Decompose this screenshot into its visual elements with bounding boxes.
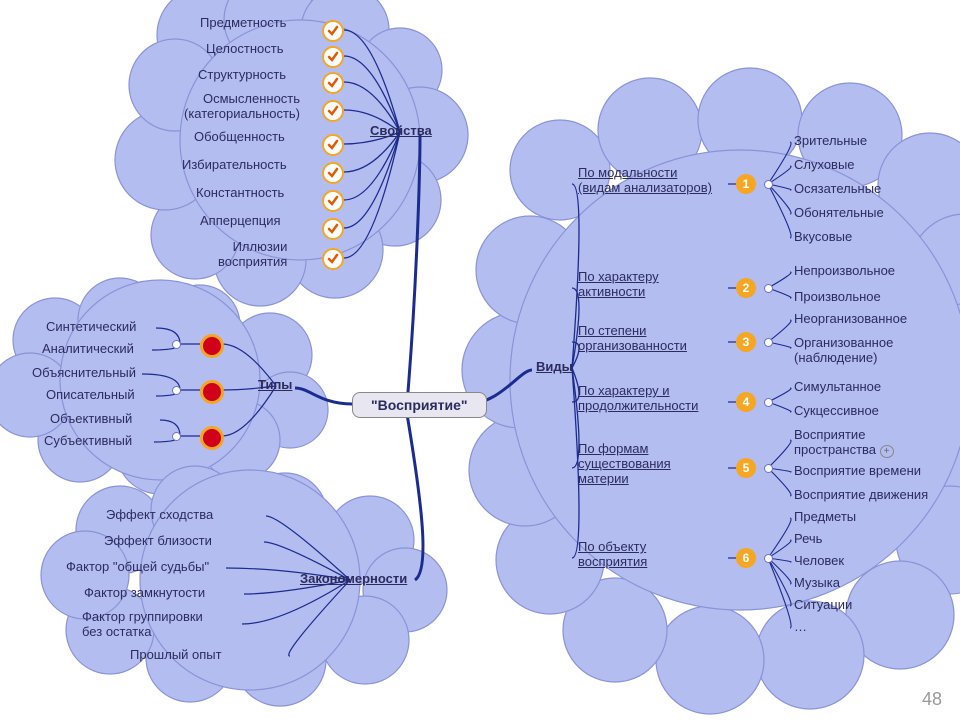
check-icon bbox=[322, 218, 344, 240]
branch-title-kinds: Виды bbox=[536, 360, 573, 375]
kind-leaf: Музыка bbox=[794, 576, 840, 591]
kind-leaf: Сукцессивное bbox=[794, 404, 879, 419]
kind-group-title: По характеруактивности bbox=[578, 270, 659, 300]
join-node bbox=[172, 432, 181, 441]
kind-leaf: Предметы bbox=[794, 510, 856, 525]
law-item: Фактор группировкибез остатка bbox=[82, 610, 203, 640]
kind-leaf: Произвольное bbox=[794, 290, 881, 305]
kind-leaf: Неорганизованное bbox=[794, 312, 907, 327]
check-icon bbox=[322, 72, 344, 94]
type-item: Синтетический bbox=[46, 320, 136, 335]
law-item: Прошлый опыт bbox=[130, 648, 222, 663]
kind-leaf: Непроизвольное bbox=[794, 264, 895, 279]
type-item: Объяснительный bbox=[32, 366, 136, 381]
property-item: Целостность bbox=[206, 42, 283, 57]
join-node bbox=[764, 398, 773, 407]
type-item: Описательный bbox=[46, 388, 135, 403]
kind-leaf: Восприятиепространства + bbox=[794, 428, 894, 458]
number-badge: 4 bbox=[736, 392, 756, 412]
number-badge: 3 bbox=[736, 332, 756, 352]
join-node bbox=[764, 464, 773, 473]
kind-leaf: Речь bbox=[794, 532, 822, 547]
law-item: Фактор замкнутости bbox=[84, 586, 205, 601]
center-node: "Восприятие" bbox=[352, 392, 487, 418]
property-item: Константность bbox=[196, 186, 284, 201]
check-icon bbox=[322, 134, 344, 156]
kind-leaf: Вкусовые bbox=[794, 230, 852, 245]
kind-leaf: Организованное(наблюдение) bbox=[794, 336, 893, 366]
property-item: Иллюзиивосприятия bbox=[218, 240, 287, 270]
type-item: Аналитический bbox=[42, 342, 134, 357]
type-item: Субъективный bbox=[44, 434, 132, 449]
join-node bbox=[764, 180, 773, 189]
kind-group-title: По формамсуществованияматерии bbox=[578, 442, 671, 487]
law-item: Фактор "общей судьбы" bbox=[66, 560, 209, 575]
check-icon bbox=[322, 100, 344, 122]
number-badge: 1 bbox=[736, 174, 756, 194]
kind-leaf: Восприятие времени bbox=[794, 464, 921, 479]
pair-dot-icon bbox=[200, 334, 224, 358]
check-icon bbox=[322, 248, 344, 270]
property-item: Избирательность bbox=[182, 158, 287, 173]
kind-group-title: По степениорганизованности bbox=[578, 324, 687, 354]
kind-leaf: Человек bbox=[794, 554, 844, 569]
law-item: Эффект близости bbox=[104, 534, 212, 549]
check-icon bbox=[322, 20, 344, 42]
kind-group-title: По объектувосприятия bbox=[578, 540, 647, 570]
number-badge: 5 bbox=[736, 458, 756, 478]
check-icon bbox=[322, 46, 344, 68]
number-badge: 6 bbox=[736, 548, 756, 568]
kind-leaf: Слуховые bbox=[794, 158, 855, 173]
kind-leaf: Симультанное bbox=[794, 380, 881, 395]
property-item: Предметность bbox=[200, 16, 286, 31]
branch-title-types: Типы bbox=[258, 378, 292, 393]
join-node bbox=[764, 284, 773, 293]
join-node bbox=[764, 338, 773, 347]
check-icon bbox=[322, 190, 344, 212]
kind-leaf: Зрительные bbox=[794, 134, 867, 149]
page-number: 48 bbox=[922, 689, 942, 710]
kind-leaf: Восприятие движения bbox=[794, 488, 928, 503]
kind-group-title: По характеру ипродолжительности bbox=[578, 384, 698, 414]
join-node bbox=[764, 554, 773, 563]
property-item: Апперцепция bbox=[200, 214, 281, 229]
property-item: Обобщенность bbox=[194, 130, 285, 145]
kind-leaf: Ситуации bbox=[794, 598, 852, 613]
kind-leaf: Осязательные bbox=[794, 182, 881, 197]
number-badge: 2 bbox=[736, 278, 756, 298]
law-item: Эффект сходства bbox=[106, 508, 213, 523]
pair-dot-icon bbox=[200, 426, 224, 450]
kind-leaf: … bbox=[794, 620, 807, 635]
pair-dot-icon bbox=[200, 380, 224, 404]
property-item: Структурность bbox=[198, 68, 286, 83]
type-item: Объективный bbox=[50, 412, 132, 427]
branch-title-laws: Закономерности bbox=[300, 572, 407, 587]
property-item: Осмысленность(категориальность) bbox=[184, 92, 300, 122]
kind-leaf: Обонятельные bbox=[794, 206, 884, 221]
check-icon bbox=[322, 162, 344, 184]
join-node bbox=[172, 386, 181, 395]
branch-title-properties: Свойства bbox=[370, 124, 432, 139]
join-node bbox=[172, 340, 181, 349]
kind-group-title: По модальности(видам анализаторов) bbox=[578, 166, 712, 196]
